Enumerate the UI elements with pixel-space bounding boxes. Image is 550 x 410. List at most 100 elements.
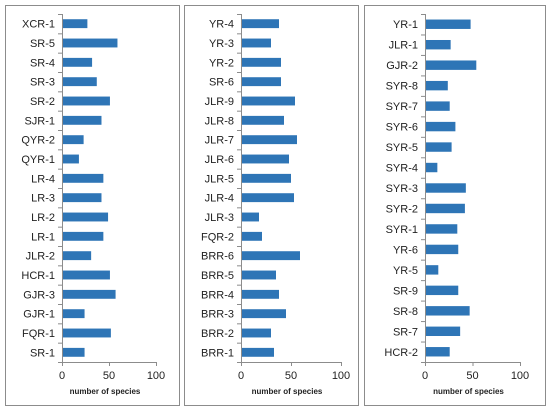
bar-syr-8 <box>426 80 448 91</box>
bar-brr-1 <box>242 347 274 357</box>
bar-yr-1 <box>426 19 471 29</box>
bar-qyr-1 <box>63 154 79 164</box>
bar-gjr-1 <box>63 309 85 319</box>
bar-gjr-3 <box>63 289 116 299</box>
category-label: SYR-3 <box>386 183 418 195</box>
x-tick-label: 0 <box>238 370 244 382</box>
category-label: YR-5 <box>393 265 418 277</box>
bar-syr-5 <box>426 142 452 152</box>
category-label: BRR-6 <box>201 251 234 263</box>
bar-sr-8 <box>426 306 470 316</box>
category-label: SYR-8 <box>386 81 418 93</box>
category-label: SYR-2 <box>386 203 418 215</box>
bar-yr-3 <box>242 38 271 48</box>
bar-brr-6 <box>242 251 300 261</box>
bar-jlr-3 <box>242 212 259 222</box>
bar-jlr-7 <box>242 135 297 145</box>
bar-yr-4 <box>242 19 279 29</box>
category-label: JLR-3 <box>205 212 234 224</box>
category-label: JLR-1 <box>389 40 418 52</box>
x-axis-label: number of species <box>70 387 141 396</box>
category-label: BRR-2 <box>201 328 234 340</box>
bar-jlr-5 <box>242 173 291 183</box>
category-label: LR-2 <box>31 212 55 224</box>
category-label: JLR-8 <box>205 115 234 127</box>
category-label: JLR-7 <box>205 135 234 147</box>
x-tick-label: 0 <box>422 370 428 382</box>
x-tick-label: 100 <box>332 370 350 382</box>
bar-yr-2 <box>242 57 281 67</box>
category-label: SYR-7 <box>386 101 418 113</box>
bar-hcr-2 <box>426 347 450 357</box>
bar-sr-2 <box>63 96 110 106</box>
bar-sr-4 <box>63 57 93 67</box>
category-label: YR-6 <box>393 244 418 256</box>
x-tick-label: 50 <box>466 370 478 382</box>
bar-syr-2 <box>426 203 465 214</box>
category-label: LR-4 <box>31 173 55 185</box>
category-label: SR-1 <box>30 347 55 359</box>
panel-border <box>5 5 180 406</box>
bar-lr-4 <box>63 173 104 183</box>
chart-panel-2: YR-4 YR-3 YR-2 SR-6 JLR-9 JLR-8 JLR-7 JLR-6 JLR-… <box>184 5 359 406</box>
x-tick-label: 50 <box>285 370 297 382</box>
bar-fqr-1 <box>63 328 111 338</box>
bar-xcr-1 <box>63 19 88 29</box>
bar-jlr-6 <box>242 154 289 164</box>
bar-jlr-4 <box>242 193 294 203</box>
bar-lr-2 <box>63 212 109 222</box>
bar-brr-4 <box>242 289 279 299</box>
category-label: BRR-3 <box>201 309 234 321</box>
bar-brr-2 <box>242 328 271 338</box>
x-tick-label: 50 <box>103 370 115 382</box>
category-label: HCR-1 <box>21 270 55 282</box>
category-label: YR-2 <box>209 57 234 69</box>
bar-yr-5 <box>426 265 439 275</box>
bar-qyr-2 <box>63 135 84 145</box>
bar-brr-5 <box>242 270 276 280</box>
bar-syr-7 <box>426 101 450 111</box>
category-label: GJR-1 <box>23 309 55 321</box>
category-label: YR-3 <box>209 38 234 50</box>
category-label: SYR-4 <box>386 163 418 175</box>
bar-gjr-2 <box>426 60 477 70</box>
bar-hcr-1 <box>63 270 110 280</box>
category-label: QYR-2 <box>21 135 55 147</box>
bar-sr-7 <box>426 326 461 337</box>
bar-jlr-9 <box>242 96 295 106</box>
bar-sr-5 <box>63 38 118 48</box>
category-label: SYR-1 <box>386 224 418 236</box>
category-label: YR-1 <box>393 19 418 31</box>
category-label: JLR-4 <box>205 193 234 205</box>
bar-sr-3 <box>63 77 97 87</box>
category-label: QYR-1 <box>21 154 55 166</box>
bar-sr-6 <box>242 77 281 87</box>
category-label: SR-4 <box>30 57 55 69</box>
bar-brr-3 <box>242 309 286 319</box>
category-label: JLR-2 <box>26 251 55 263</box>
category-label: GJR-2 <box>386 60 418 72</box>
category-label: HCR-2 <box>384 347 418 359</box>
category-label: SR-5 <box>30 38 55 50</box>
bar-sr-9 <box>426 285 459 296</box>
category-label: SR-9 <box>393 285 418 297</box>
chart-panel-3: YR-1 JLR-1 GJR-2 SYR-8 SYR-7 SYR-6 SYR-5 SYR-4 S… <box>364 5 546 406</box>
category-label: GJR-3 <box>23 289 55 301</box>
category-label: JLR-9 <box>205 96 234 108</box>
category-label: SR-2 <box>30 96 55 108</box>
category-label: FQR-2 <box>201 231 234 243</box>
panel-border <box>184 5 359 406</box>
bar-jlr-1 <box>426 39 451 50</box>
category-label: SYR-6 <box>386 122 418 134</box>
bar-fqr-2 <box>242 231 262 241</box>
category-label: BRR-5 <box>201 270 234 282</box>
category-label: FQR-1 <box>22 328 55 340</box>
bar-yr-6 <box>426 244 459 255</box>
category-label: LR-3 <box>31 193 55 205</box>
category-label: LR-1 <box>31 231 55 243</box>
chart-panel-1: XCR-1 SR-5 SR-4 SR-3 SR-2 SJR-1 QYR-2 QYR-1 LR-4… <box>5 5 180 406</box>
bar-jlr-2 <box>63 251 92 261</box>
bar-sr-1 <box>63 347 85 357</box>
category-label: XCR-1 <box>22 19 55 31</box>
